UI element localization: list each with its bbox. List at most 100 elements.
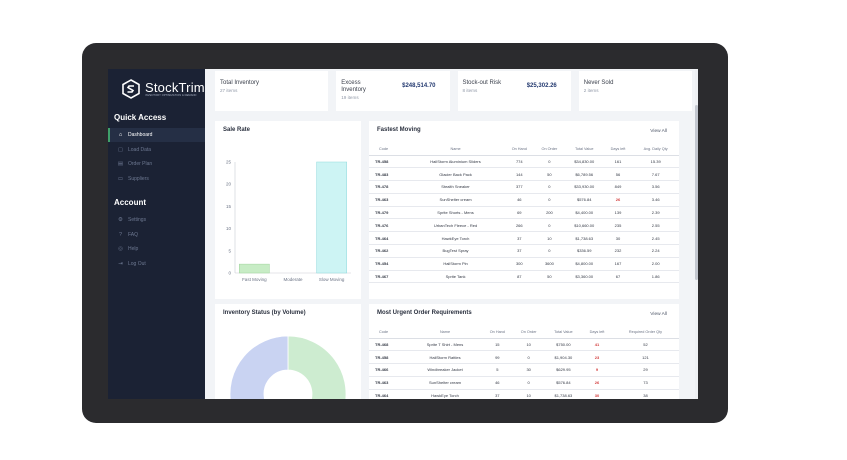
table-row[interactable]: TR-467 Sprite Tank 87 50 $3,360.00 67 1.86 [369,270,679,284]
sidebar-item-log-out[interactable]: ⇥ Log Out [108,257,205,271]
fastest-moving-card: Fastest Moving View All Code Name On Hand O… [369,121,679,299]
stocktrim-logo-icon [122,78,140,99]
table-row[interactable]: TR-478 Stealth Sneaker 377 0 $33,930.00 849 3.… [369,180,679,194]
kpi-never-sold[interactable]: Never Sold 2 items [578,71,692,111]
table-cell: 849 [603,180,633,194]
table-cell: 37 [504,231,535,246]
table-cell: UrbanTech Fleece - Red [406,218,505,233]
sidebar-item-label: Order Plan [128,161,153,168]
column-header[interactable]: Name [406,143,505,156]
table-row[interactable]: TR-466 Windbreaker Jacket 5 30 $629.95 9 29 [369,363,679,377]
kpi-total-inventory[interactable]: Total Inventory 27 items [215,71,329,111]
table-row[interactable]: TR-462 BugTest Spray 37 0 $336.59 232 2.24 [369,244,679,258]
table-row[interactable]: TR-479 Sprite Shorts - Mens 69 200 $4,400.00… [369,206,679,220]
table-cell: TR-467 [369,270,407,284]
table-row[interactable]: TR-483 Glacier Back Pack 144 50 $6,789.56 56 7… [369,167,679,182]
donut-slice[interactable] [229,335,306,399]
table-cell: 30 [603,231,633,246]
table-cell: SunShelter cream [408,376,482,390]
table-cell: HailStorm Pin [406,257,505,271]
help-icon: ◎ [118,246,123,253]
sidebar-item-suppliers[interactable]: ▭ Suppliers [108,172,205,186]
table-cell: $4,800.00 [564,257,604,271]
column-header[interactable]: Total Value [564,143,604,156]
sidebar-item-faq[interactable]: ? FAQ [108,228,205,242]
column-header[interactable]: On Order [534,143,565,156]
y-tick-label: 5 [228,248,231,253]
kpi-excess-inventory[interactable]: Excess Inventory 19 items $248,514.70 [336,71,450,111]
sidebar-item-label: FAQ [128,231,139,238]
bar[interactable] [239,263,270,274]
fastest-moving-view-all-link[interactable]: View All [650,129,667,134]
table-row[interactable]: TR-464 HawkEye Torch 37 10 $1,738.63 30 38 [369,389,679,399]
table-row[interactable]: TR-454 HailStorm Pin 300 3600 $4,800.00 167 2.… [369,257,679,271]
table-cell: 41 [582,338,612,352]
table-cell: 2.24 [632,244,679,258]
table-cell: 0 [534,180,565,194]
table-cell: 38 [611,389,679,399]
table-cell: 2.45 [632,231,679,246]
column-header[interactable]: Required Order Qty [611,326,679,339]
kpi-value: $25,302.26 [526,83,557,89]
table-cell: 3600 [534,257,565,271]
kpi-stock-out-risk[interactable]: Stock-out Risk 8 items $25,302.26 [457,71,571,111]
table-cell: 0 [534,193,565,207]
table-row[interactable]: TR-458 HailStorm Rattles 99 0 $1,904.30 23 121 [369,350,679,365]
table-row[interactable]: TR-463 SunShelter cream 46 0 $576.84 26 73 [369,376,679,390]
sidebar-item-order-plan[interactable]: ▤ Order Plan [108,157,205,171]
table-row[interactable]: TR-464 HawkEye Torch 37 10 $1,738.63 30 2.45 [369,231,679,246]
sidebar: StockTrim INVENTORY OPTIMIZATION & DEMAN… [108,69,205,399]
main-scrollbar[interactable] [695,69,698,399]
table-cell: 300 [504,257,535,271]
donut-slice[interactable] [287,335,347,399]
column-header[interactable]: Code [369,326,409,339]
column-header[interactable]: Avg. Daily Qty [632,143,679,156]
sidebar-item-dashboard[interactable]: ⌂ Dashboard [108,128,205,142]
table-cell: TR-458 [369,350,409,365]
column-header[interactable]: Code [369,143,407,156]
inventory-status-title: Inventory Status (by Volume) [223,310,306,316]
y-tick-label: 25 [226,160,232,165]
sidebar-item-help[interactable]: ◎ Help [108,242,205,256]
column-header[interactable]: On Order [512,326,545,339]
table-cell: 26 [582,376,612,390]
quick-access-title: Quick Access [114,113,167,122]
table-row[interactable]: TR-476 UrbanTech Fleece - Red 266 0 $10,660.… [369,218,679,233]
column-header[interactable]: On Hand [481,326,513,339]
scrollbar-thumb[interactable] [695,105,698,280]
table-cell: 69 [504,206,535,220]
table-cell: HailStorm Aluminium Sliders [406,155,505,169]
column-header[interactable]: On Hand [504,143,535,156]
sidebar-item-label: Help [128,246,139,253]
table-cell: $4,400.00 [564,206,604,220]
column-header[interactable]: Days left [582,326,612,339]
sidebar-item-load-data[interactable]: ▢ Load Data [108,143,205,157]
table-cell: SunShelter cream [406,193,505,207]
table-cell: 30 [512,363,545,377]
table-cell: 3.46 [632,193,679,207]
table-row[interactable]: TR-468 Sprite T Shirt - Mens 15 10 $750.00 41… [369,338,679,352]
bar[interactable] [316,161,347,274]
column-header[interactable]: Name [408,326,482,339]
table-cell: 200 [534,206,565,220]
table-cell: 2.00 [632,257,679,271]
table-cell: $750.00 [544,338,583,352]
sidebar-item-label: Settings [128,217,147,224]
table-cell: 87 [504,270,535,284]
sidebar-item-label: Dashboard [128,132,153,138]
table-row[interactable]: TR-458 HailStorm Aluminium Sliders 774 0 $34… [369,155,679,169]
table-row[interactable]: TR-463 SunShelter cream 46 0 $576.84 26 3.46 [369,193,679,207]
urgent-orders-view-all-link[interactable]: View All [650,312,667,317]
table-cell: TR-466 [369,363,409,377]
column-header[interactable]: Total Value [544,326,583,339]
gear-icon: ⚙ [118,217,123,224]
table-cell: 266 [504,218,535,233]
table-cell: TR-462 [369,244,407,258]
table-cell: HawkEye Torch [408,389,482,399]
y-tick-label: 0 [228,271,231,276]
kpi-subtitle: 8 items [462,87,478,93]
column-header[interactable]: Days left [603,143,633,156]
sidebar-item-settings[interactable]: ⚙ Settings [108,213,205,227]
kpi-value: $248,514.70 [402,83,436,89]
brand-logo[interactable]: StockTrim INVENTORY OPTIMIZATION & DEMAN… [108,73,205,101]
